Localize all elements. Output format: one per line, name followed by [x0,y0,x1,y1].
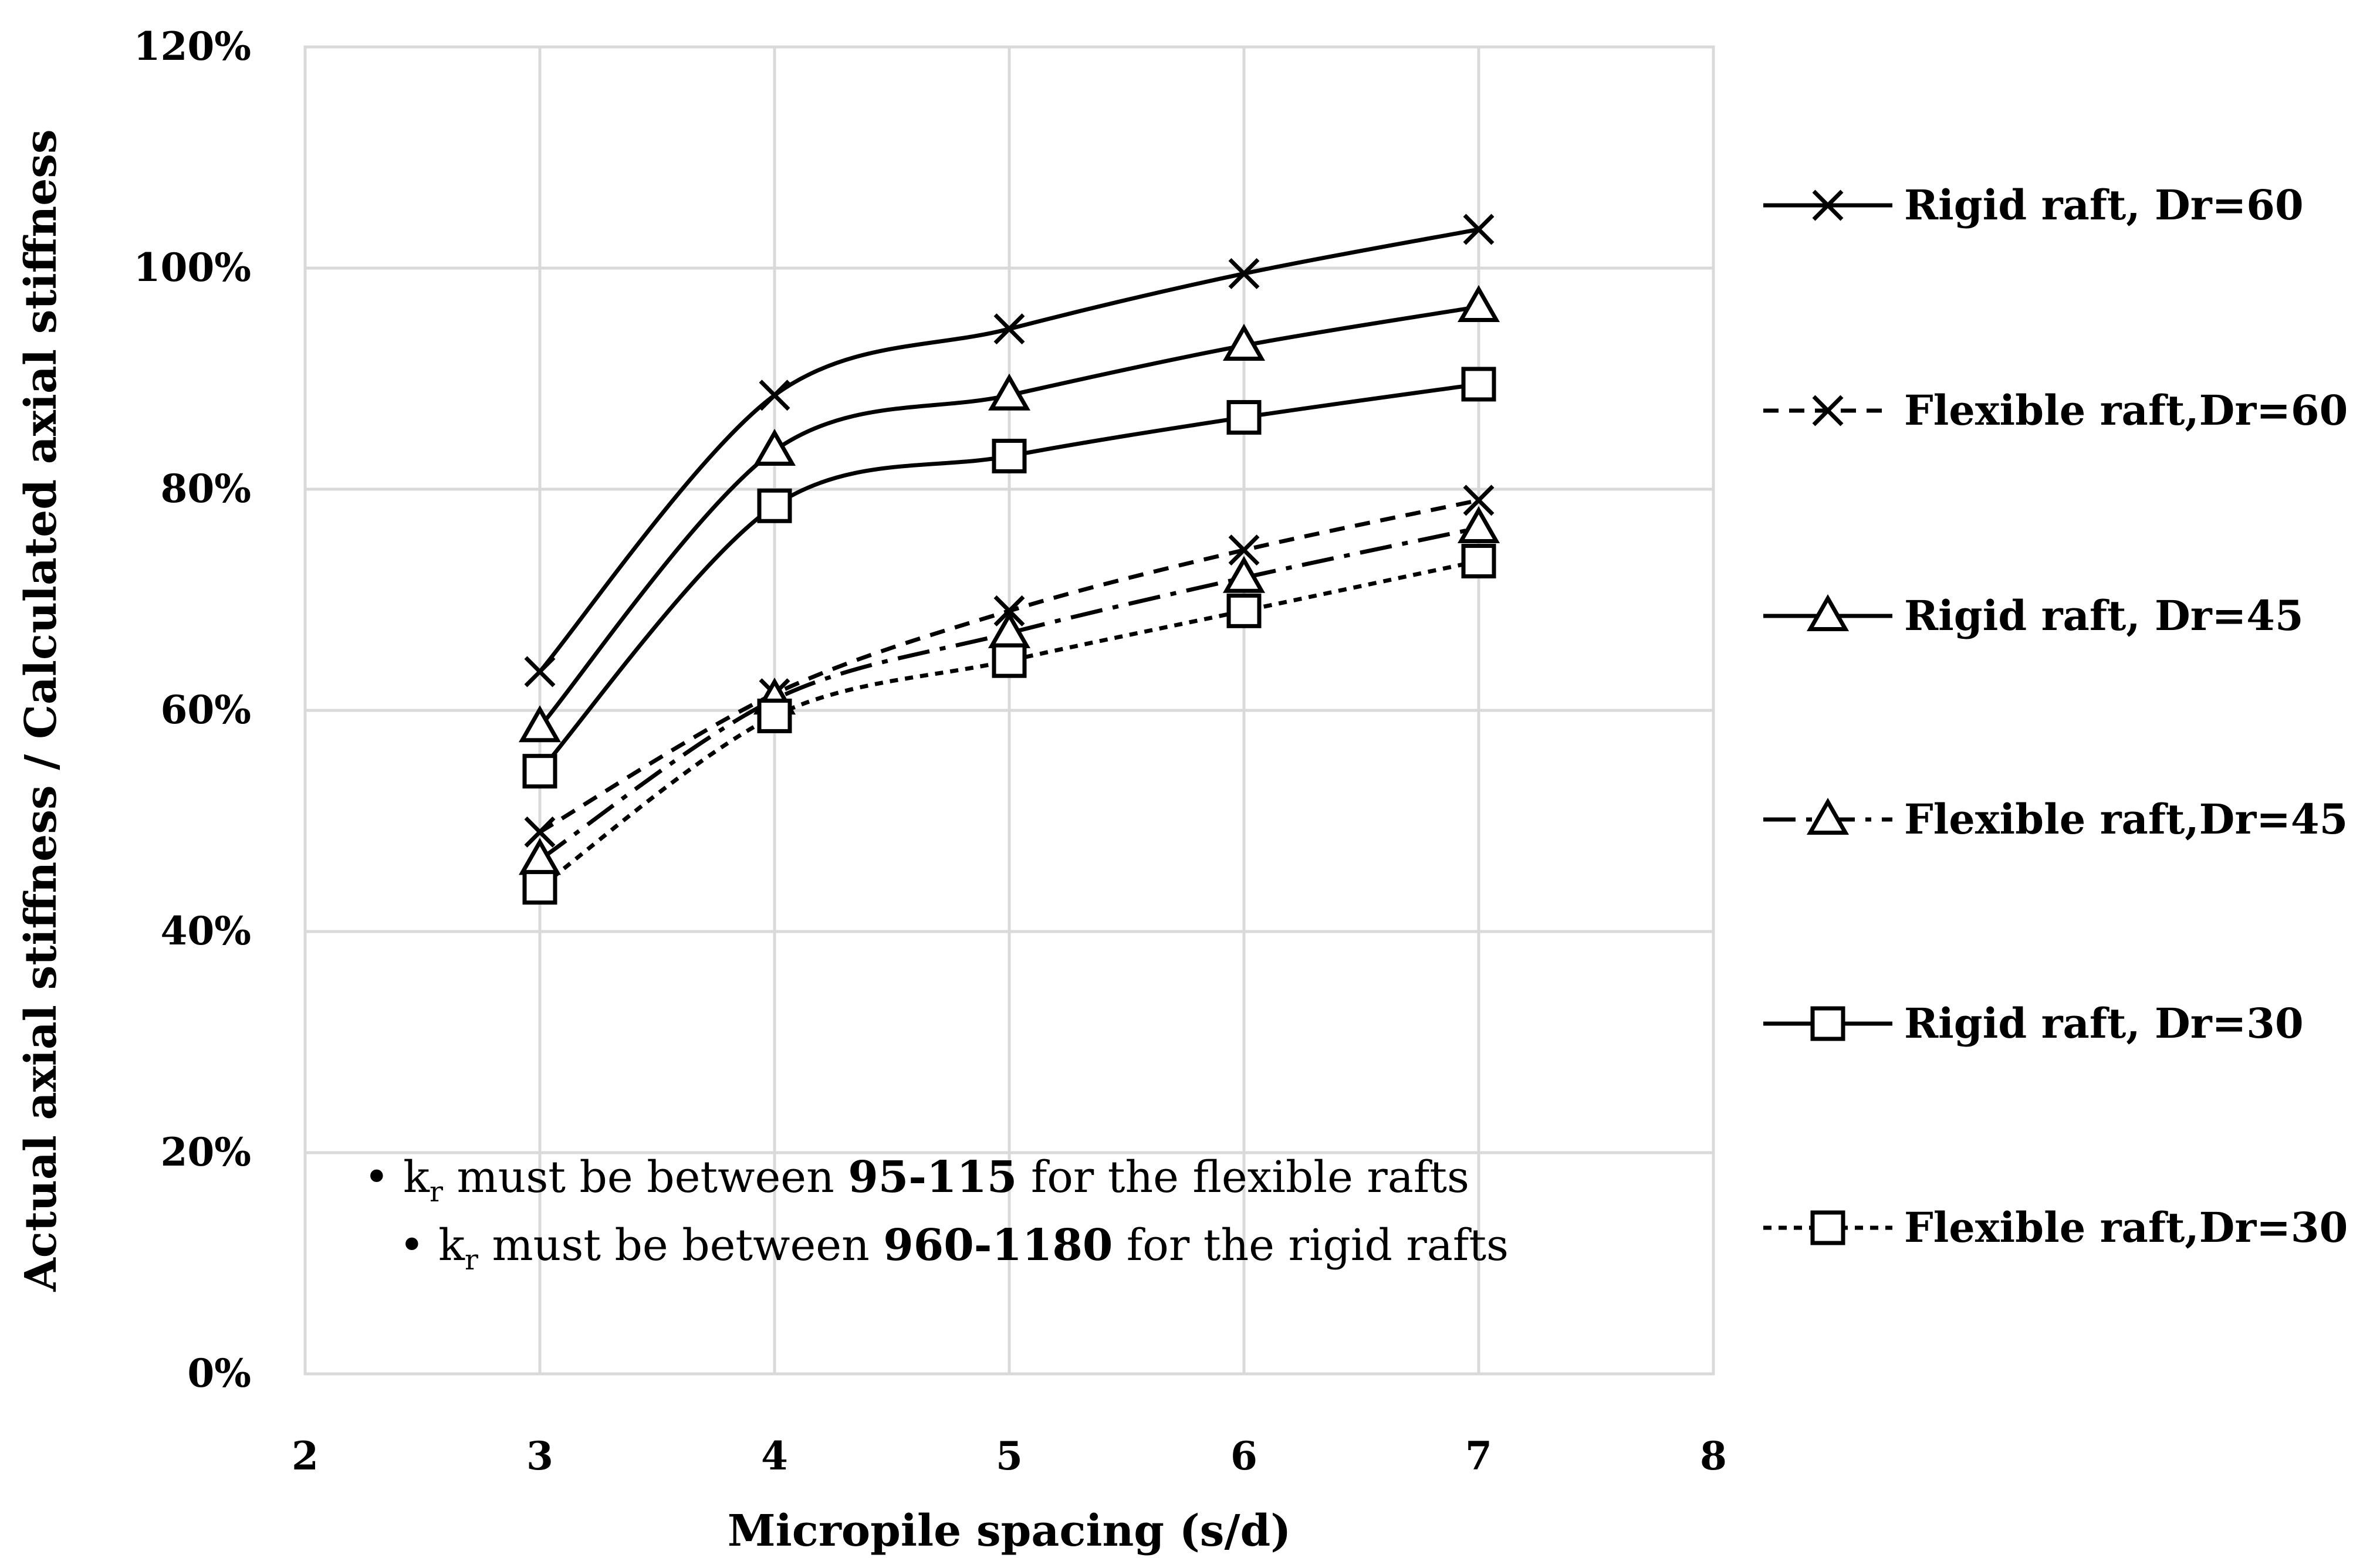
data-point-s3-3 [988,373,1031,411]
y-tick-label: 120% [134,23,251,69]
data-point-s6-5 [1461,544,1496,579]
legend-item: Rigid raft, Dr=45 [1763,591,2304,640]
legend-marker [1810,1006,1845,1041]
annotation-text: must be between [478,1220,883,1271]
y-tick-label: 60% [160,687,251,733]
data-point-s2-3 [993,595,1025,626]
annotation-bullet: • [364,1152,403,1203]
data-point-s3-1 [518,705,562,743]
annotation-k: k [403,1152,430,1203]
data-point-s2-1 [524,816,556,848]
data-point-s3-2 [753,428,796,466]
data-point-s5-1 [522,754,557,789]
series-line-4 [539,526,1479,862]
markers [518,214,1500,905]
x-axis-title: Micropile spacing (s/d) [728,1506,1292,1556]
data-point-s2-5 [1463,485,1495,516]
y-tick-label: 20% [160,1129,251,1175]
data-point-s5-5 [1461,367,1496,402]
data-point-s6-1 [522,870,557,905]
legend-item: Rigid raft, Dr=60 [1763,181,2304,229]
legend-label: Rigid raft, Dr=45 [1904,591,2304,640]
annotation-subscript: r [465,1244,478,1276]
annotation-line: • kr must be between 960-1180 for the ri… [399,1220,1509,1276]
data-point-s5-2 [757,488,792,523]
legend-item: Flexible raft,Dr=30 [1763,1203,2348,1252]
data-point-s6-3 [992,643,1027,678]
x-tick-label: 7 [1465,1433,1492,1479]
data-point-s6-2 [757,698,792,733]
annotation-subscript: r [430,1176,443,1208]
legend-label: Flexible raft,Dr=60 [1904,386,2348,435]
legend-marker [1812,189,1844,221]
legend-label: Rigid raft, Dr=60 [1904,181,2304,229]
annotation-line: • kr must be between 95-115 for the flex… [364,1152,1469,1208]
series-line-3 [538,304,1479,729]
y-tick-label: 40% [160,908,251,954]
legend-marker [1806,594,1850,631]
x-tick-label: 8 [1700,1433,1727,1479]
annotation-text: for the rigid rafts [1113,1220,1509,1271]
legend-label: Flexible raft,Dr=30 [1904,1203,2348,1252]
series-line-1 [538,227,1479,673]
annotation-box: • kr must be between 95-115 for the flex… [364,1152,1509,1276]
y-axis-title: Actual axial stiffness / Calculated axia… [16,129,66,1292]
x-tick-label: 5 [996,1433,1023,1479]
x-tick-label: 2 [292,1433,319,1479]
data-point-s1-5 [1463,214,1495,245]
x-axis-ticks: 2 3 4 5 6 7 8 [292,1433,1727,1479]
gridlines [303,45,1715,1376]
data-point-s5-3 [992,438,1027,473]
data-point-s5-4 [1226,399,1262,435]
data-point-s3-4 [1222,323,1266,361]
data-point-s2-4 [1228,534,1260,566]
legend-label: Rigid raft, Dr=30 [1904,999,2304,1048]
legend-marker [1812,395,1844,426]
data-point-s6-4 [1226,593,1262,628]
y-tick-label: 80% [160,466,251,512]
legend: Rigid raft, Dr=60 Flexible raft,Dr=60 Rigi… [1763,181,2348,1252]
annotation-text: must be between [443,1152,848,1203]
x-tick-label: 6 [1230,1433,1257,1479]
legend-marker [1806,797,1850,835]
data-point-s1-1 [524,656,556,688]
legend-item: Rigid raft, Dr=30 [1763,999,2304,1048]
data-point-s4-4 [1222,556,1266,593]
plot-area [303,45,1715,1376]
annotation-range: 95-115 [848,1152,1017,1203]
annotation-text: for the flexible rafts [1017,1152,1469,1203]
y-tick-label: 0% [187,1350,251,1396]
data-point-s1-4 [1228,258,1260,289]
annotation-bullet: • [399,1220,438,1271]
legend-label: Flexible raft,Dr=45 [1904,795,2348,844]
annotation-k: k [438,1220,465,1271]
legend-marker [1810,1210,1845,1245]
x-tick-label: 3 [526,1433,553,1479]
data-point-s1-2 [759,380,790,411]
legend-item: Flexible raft,Dr=60 [1763,386,2348,435]
y-axis-ticks: 0% 20% 40% 60% 80% 100% 120% [134,23,251,1396]
x-tick-label: 4 [761,1433,788,1479]
data-point-s4-5 [1457,506,1500,543]
legend-item: Flexible raft,Dr=45 [1763,795,2348,844]
data-point-s3-5 [1457,285,1500,322]
data-point-s1-3 [993,313,1025,345]
annotation-range: 960-1180 [883,1220,1113,1271]
y-tick-label: 100% [134,245,251,290]
